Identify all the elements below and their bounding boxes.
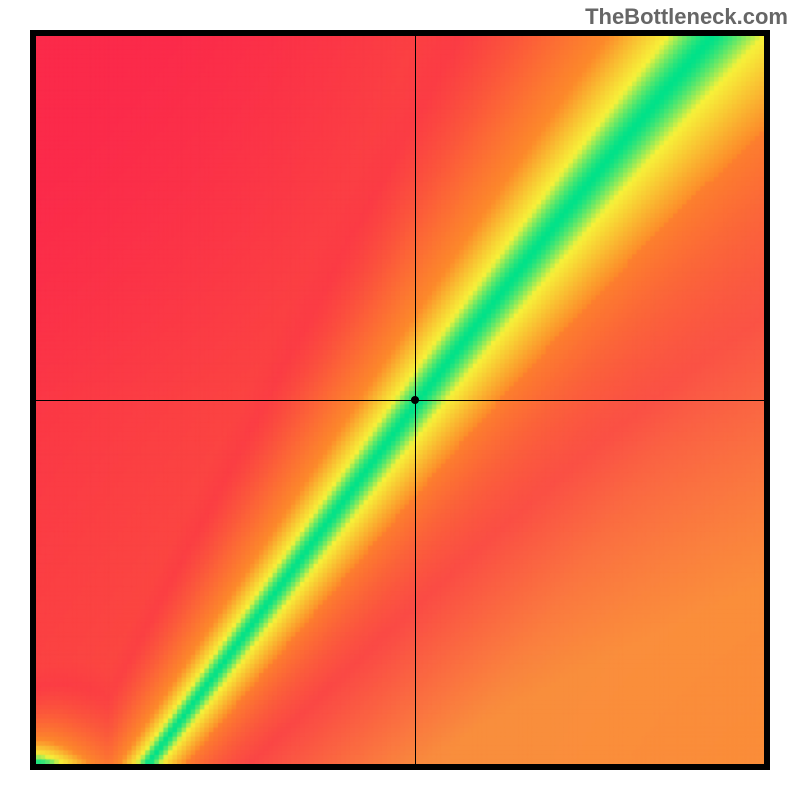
crosshair-dot: [411, 396, 419, 404]
watermark-text: TheBottleneck.com: [585, 4, 788, 30]
crosshair-horizontal: [36, 400, 764, 401]
chart-frame: [30, 30, 770, 770]
chart-container: TheBottleneck.com: [0, 0, 800, 800]
